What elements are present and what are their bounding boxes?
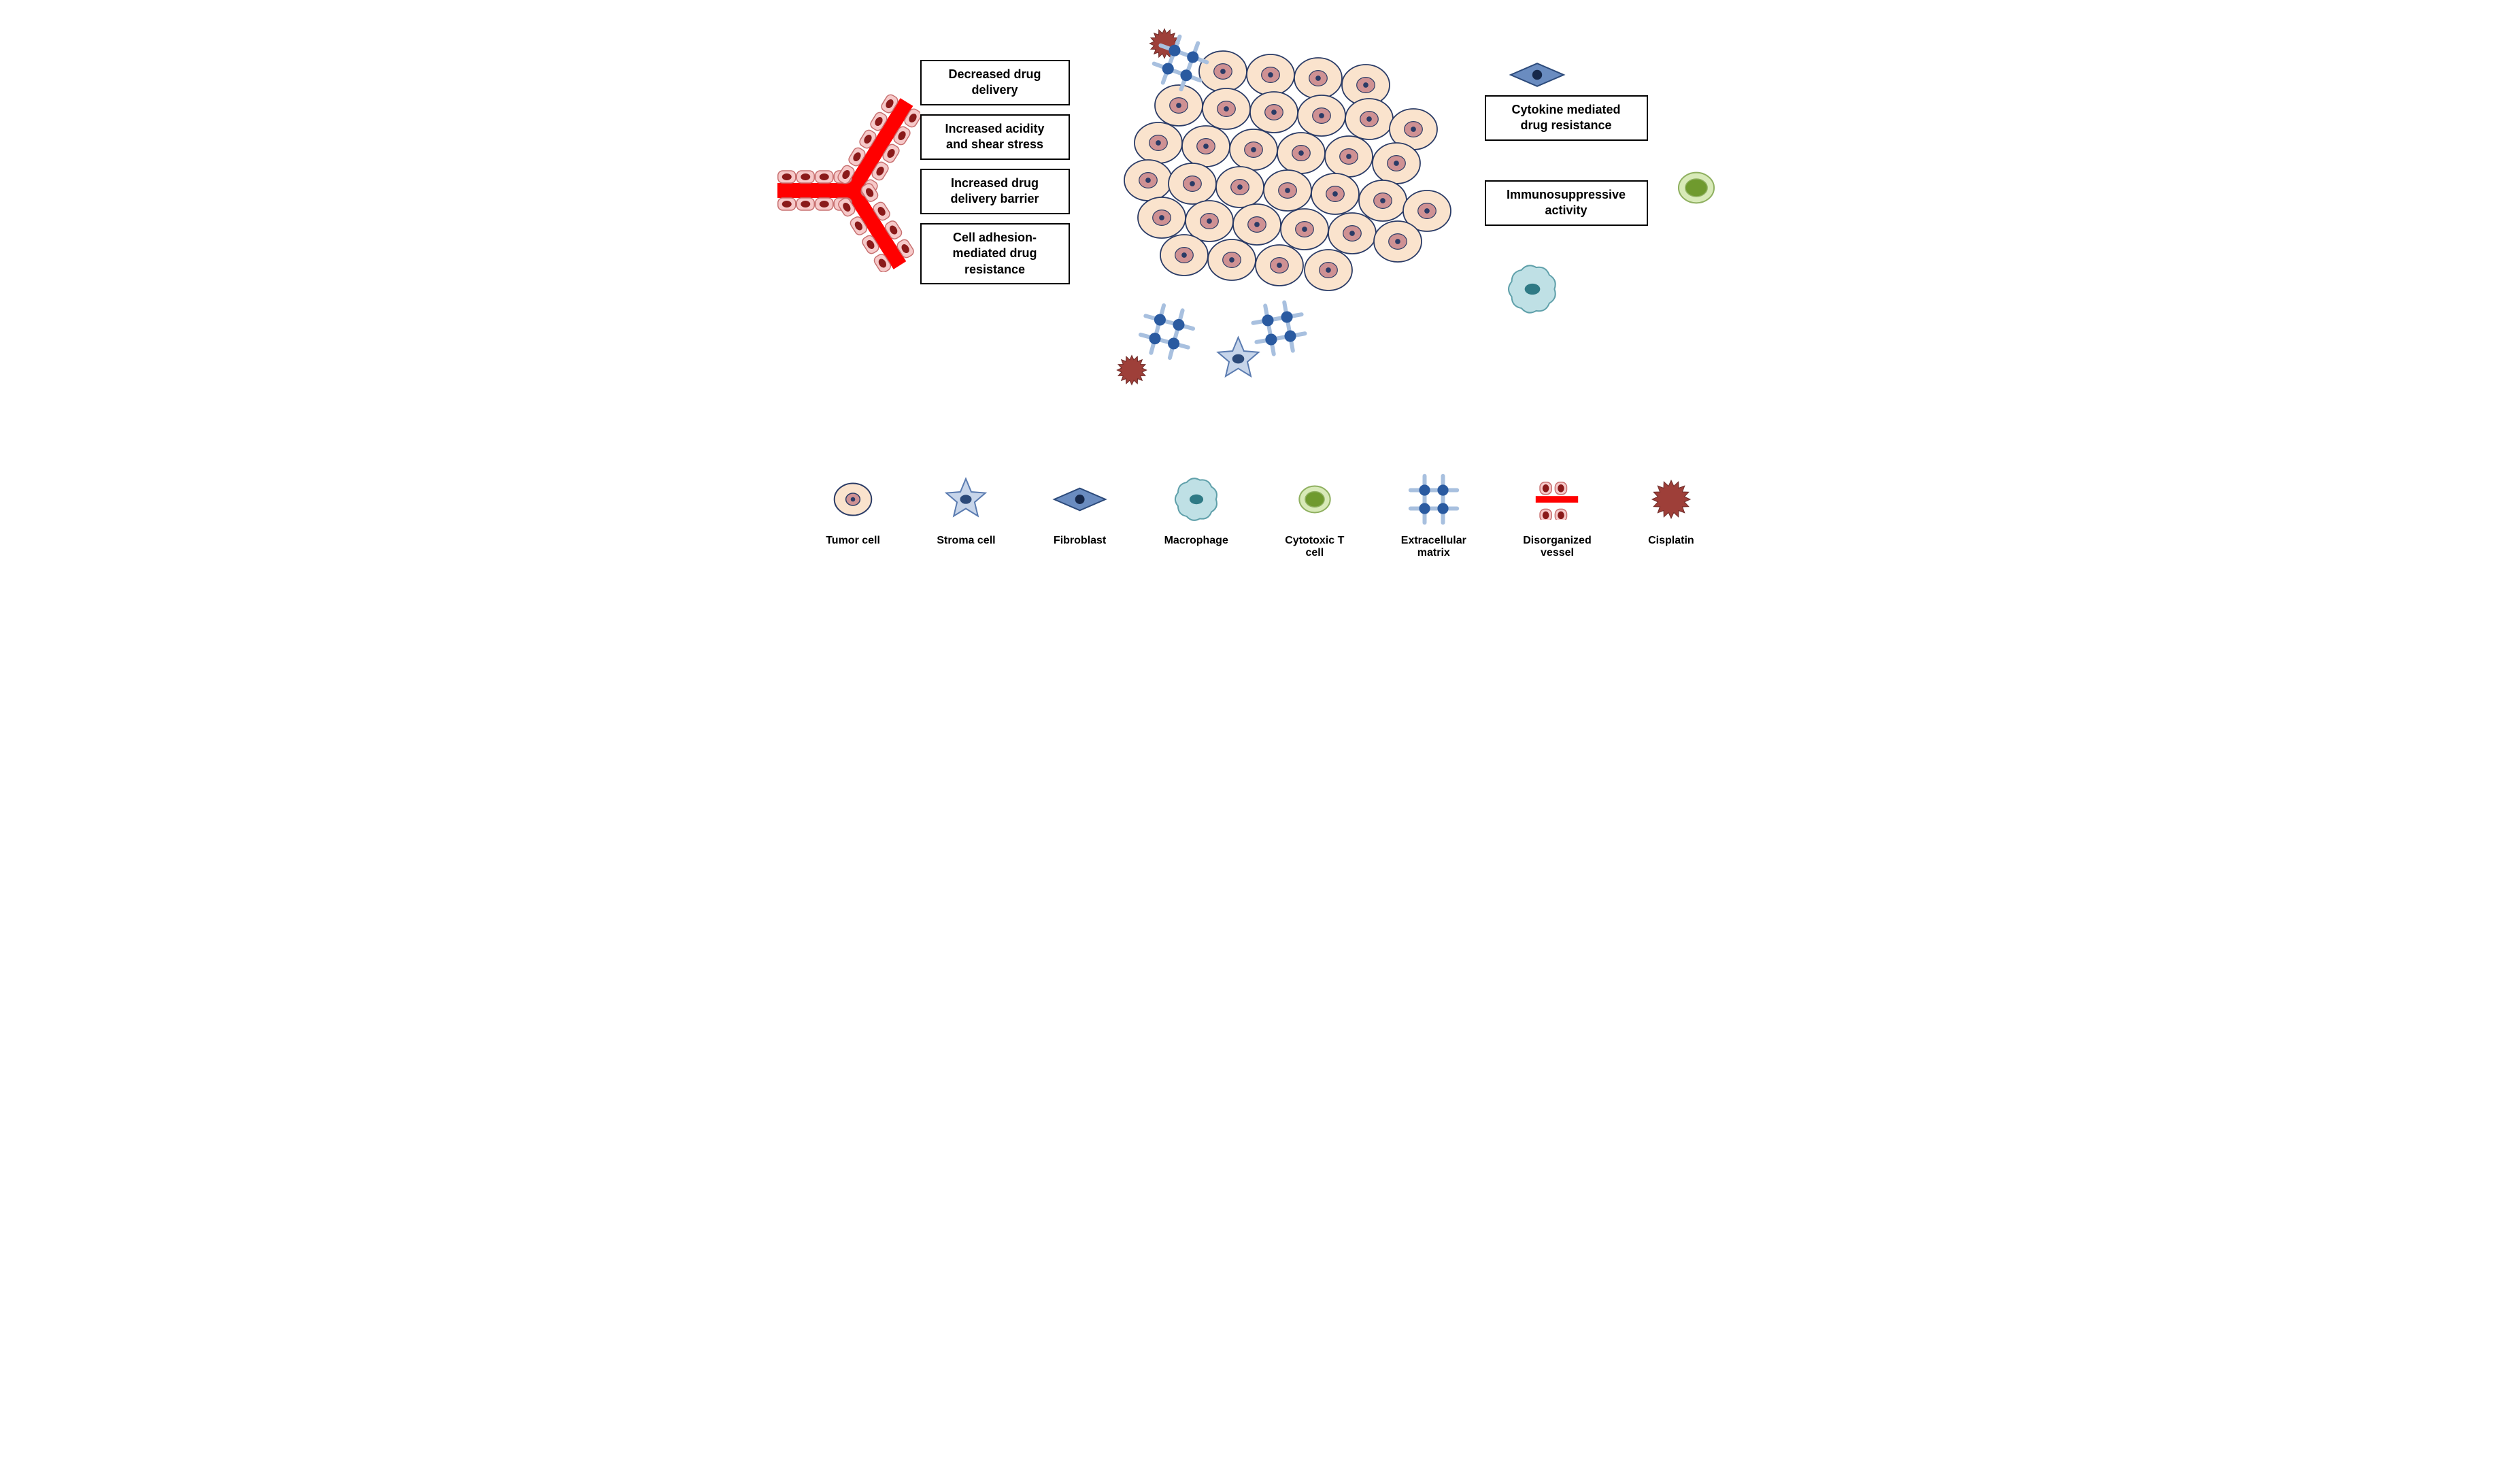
- stroma-icon: [941, 469, 990, 529]
- legend-item-ecm: Extracellularmatrix: [1401, 469, 1466, 559]
- legend-label: Extracellularmatrix: [1401, 535, 1466, 559]
- legend-item-stroma: Stroma cell: [937, 469, 995, 547]
- macrophage-icon: [1169, 469, 1224, 529]
- diagram-canvas: Decreased drugdeliveryIncreased aciditya…: [771, 14, 1750, 585]
- legend-item-cisplatin: Cisplatin: [1648, 469, 1694, 547]
- legend: Tumor cell Stroma cell Fibroblast Macrophag…: [798, 469, 1723, 559]
- disorganized-vessel-icon: [777, 82, 920, 272]
- legend-label: Tumor cell: [826, 535, 880, 547]
- legend-label: Stroma cell: [937, 535, 995, 547]
- legend-label: Cytotoxic Tcell: [1285, 535, 1344, 559]
- legend-item-macrophage: Macrophage: [1164, 469, 1228, 547]
- legend-item-tcell: Cytotoxic Tcell: [1285, 469, 1344, 559]
- legend-label: Cisplatin: [1648, 535, 1694, 547]
- fibroblast-icon: [1509, 54, 1566, 95]
- fibroblast-icon: [1052, 469, 1107, 529]
- stroma-cell-icon: [1213, 333, 1264, 384]
- ecm-icon: [1403, 469, 1464, 529]
- legend-label: Disorganizedvessel: [1523, 535, 1591, 559]
- tcell-icon: [1296, 469, 1333, 529]
- legend-item-vessel: Disorganizedvessel: [1523, 469, 1591, 559]
- legend-item-fibroblast: Fibroblast: [1052, 469, 1107, 547]
- macrophage-icon: [1502, 259, 1563, 320]
- cisplatin-icon: [1650, 469, 1692, 529]
- cytotoxic-t-cell-icon: [1675, 167, 1717, 209]
- vessel-icon: [1530, 469, 1583, 529]
- legend-label: Fibroblast: [1054, 535, 1106, 547]
- tumor-icon: [832, 469, 874, 529]
- legend-item-tumor: Tumor cell: [826, 469, 880, 547]
- legend-label: Macrophage: [1164, 535, 1228, 547]
